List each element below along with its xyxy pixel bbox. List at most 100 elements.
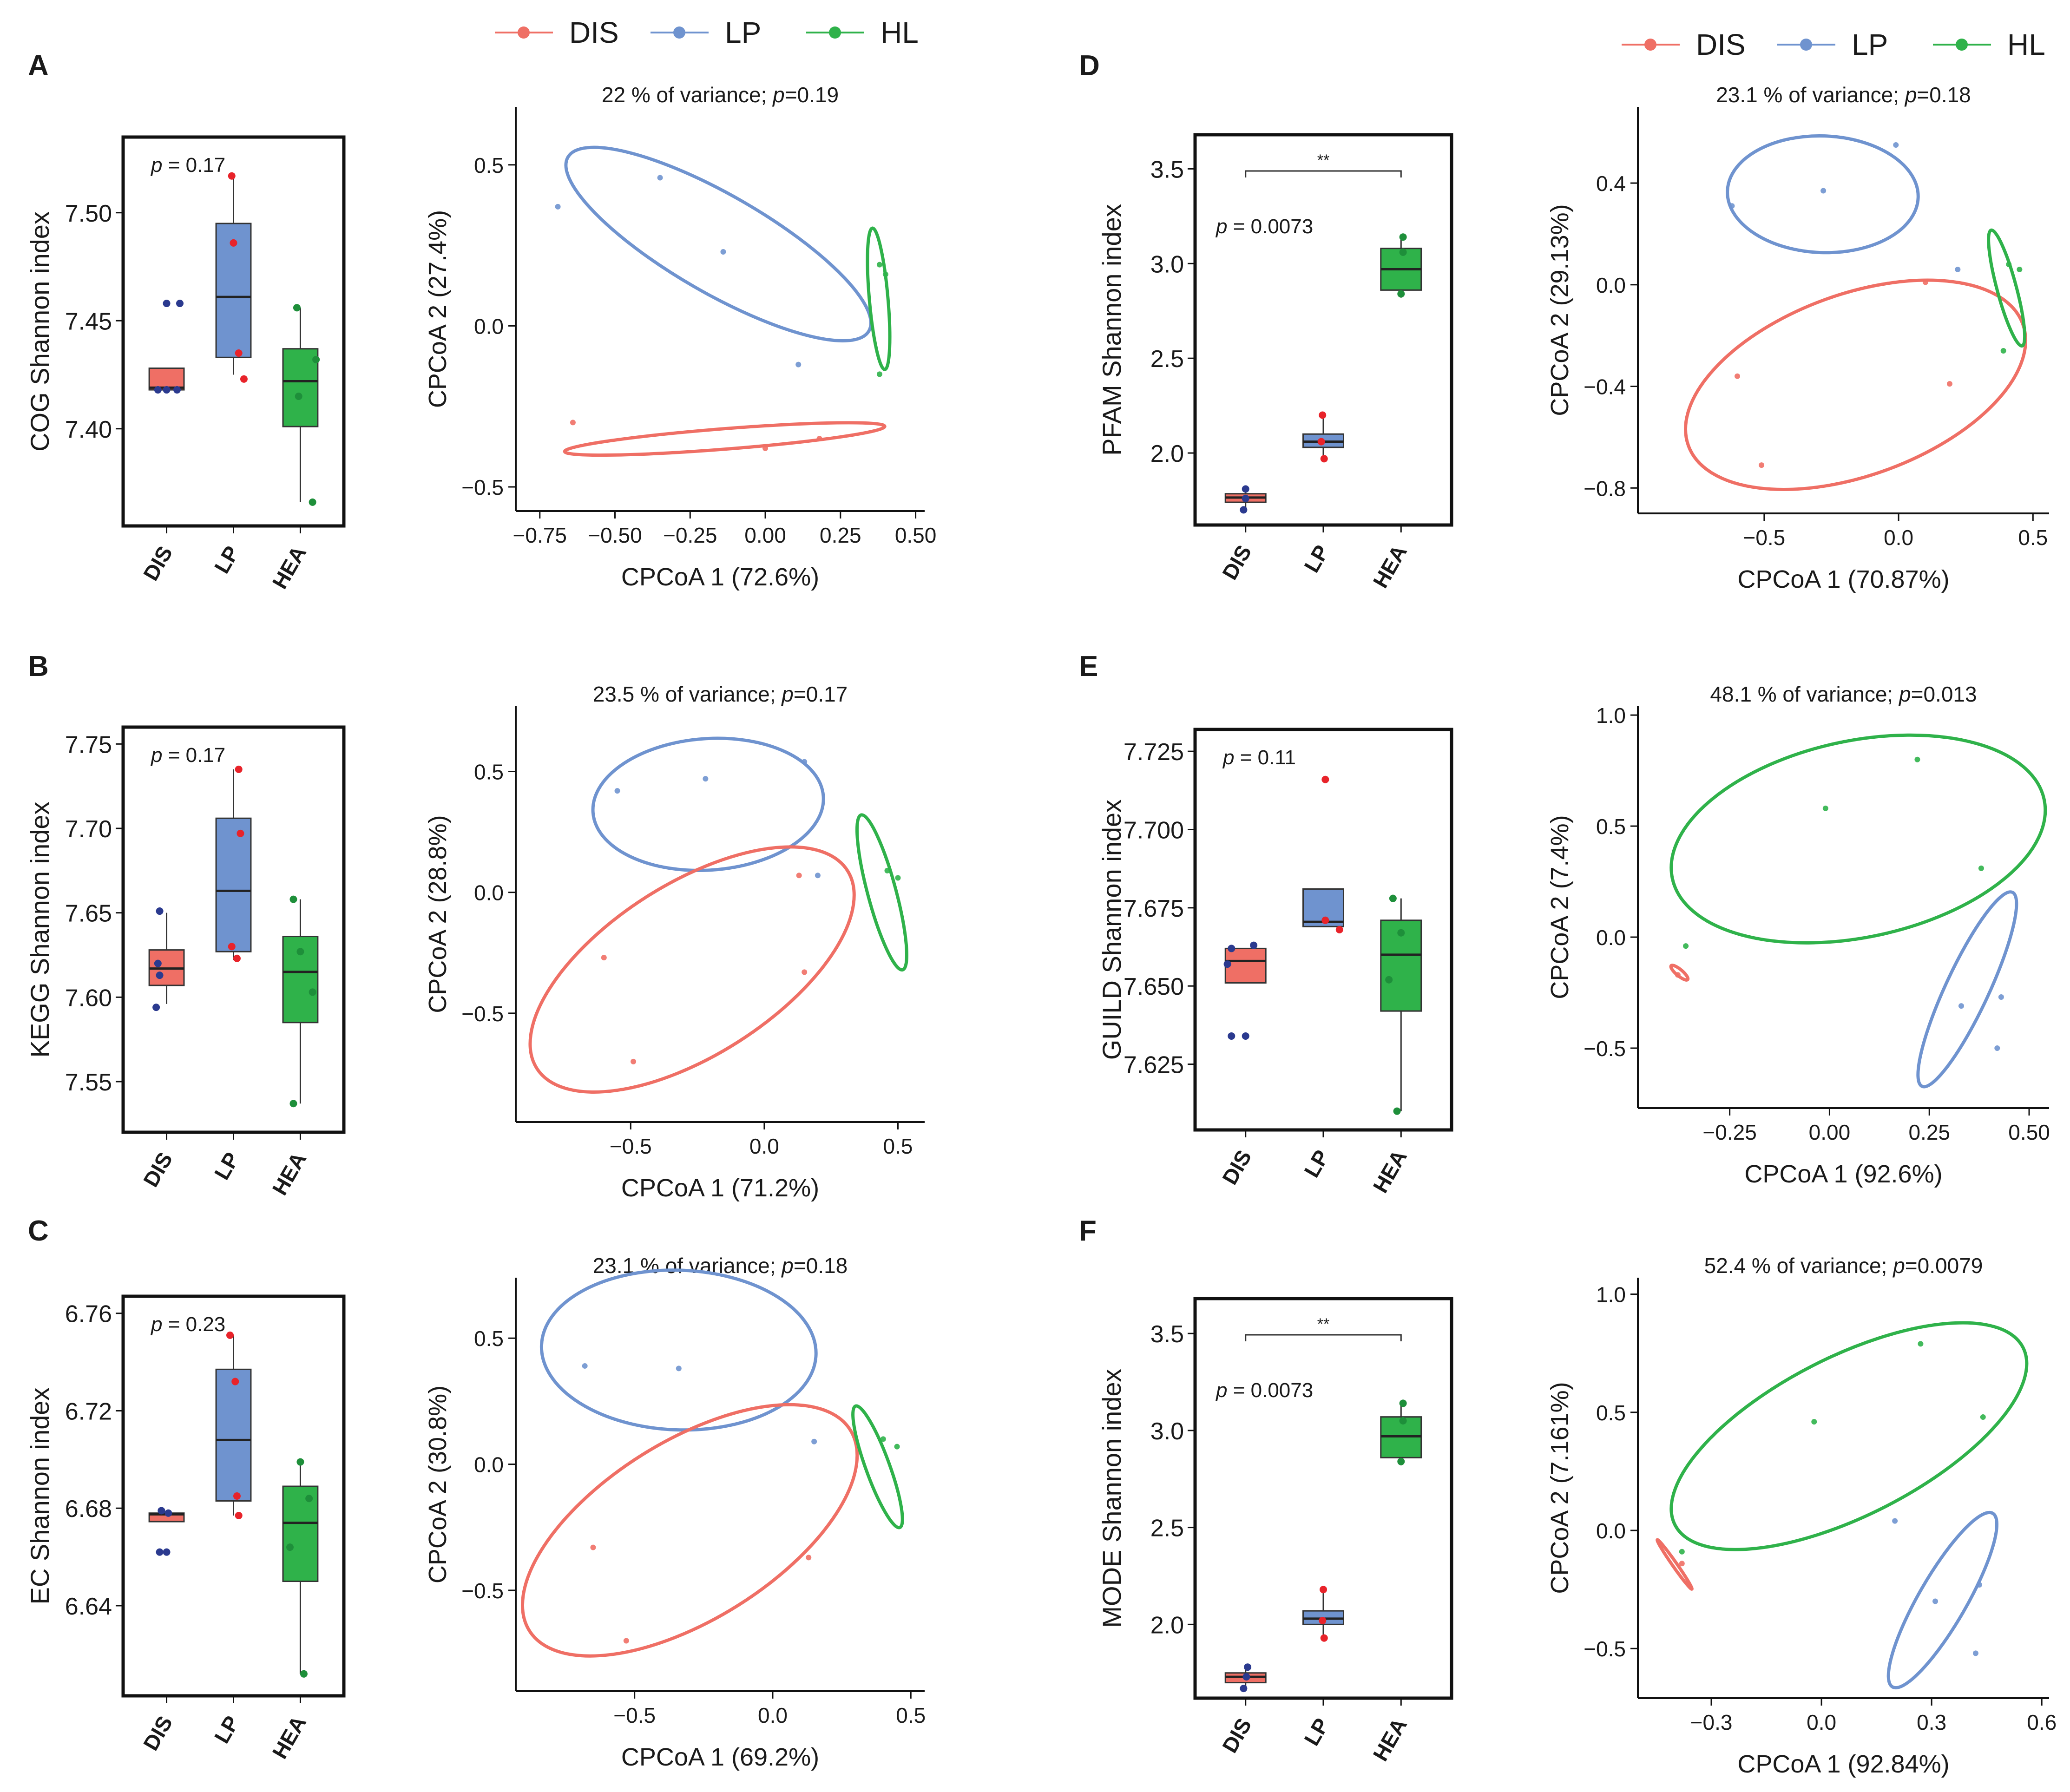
data-point bbox=[1242, 1673, 1250, 1681]
data-point bbox=[173, 386, 181, 394]
legend-marker-hl bbox=[829, 26, 841, 39]
significance-bracket bbox=[1245, 1334, 1402, 1341]
x-tick-label: 0.0 bbox=[758, 1703, 788, 1727]
sample-point-dis bbox=[570, 420, 576, 426]
p-value-annotation: p = 0.11 bbox=[1222, 746, 1296, 769]
y-axis-label: COG Shannon index bbox=[25, 211, 54, 452]
data-point bbox=[154, 959, 162, 967]
x-tick-label: −0.3 bbox=[1690, 1710, 1733, 1734]
sample-point-hl bbox=[880, 1436, 886, 1442]
sample-point-hl bbox=[876, 262, 882, 268]
confidence-ellipse-hl bbox=[1669, 733, 2047, 945]
plot-title: 48.1 % of variance; p=0.013 bbox=[1710, 682, 1977, 706]
sample-point-dis bbox=[631, 1058, 637, 1064]
legend-label-hl: HL bbox=[2007, 28, 2045, 61]
sample-point-hl bbox=[1978, 865, 1984, 871]
sample-point-lp bbox=[555, 203, 561, 210]
legend-marker-lp bbox=[673, 26, 685, 39]
x-tick-label: −0.5 bbox=[613, 1703, 656, 1727]
data-point bbox=[312, 355, 320, 363]
data-point bbox=[1397, 1457, 1405, 1465]
confidence-ellipse-lp bbox=[1916, 890, 2018, 1089]
x-tick-label: 0.5 bbox=[883, 1134, 913, 1158]
panel-label-f: F bbox=[1079, 1215, 1097, 1247]
sample-point-lp bbox=[1958, 1003, 1964, 1009]
data-point bbox=[309, 498, 316, 506]
confidence-ellipse-lp bbox=[539, 1268, 818, 1432]
sample-point-hl bbox=[1980, 1414, 1986, 1420]
legend-marker-dis bbox=[518, 26, 530, 39]
y-tick-label: 7.675 bbox=[1124, 895, 1184, 922]
data-point bbox=[235, 349, 243, 357]
data-point bbox=[289, 895, 297, 903]
plot-title: 22 % of variance; p=0.19 bbox=[602, 83, 839, 107]
data-point bbox=[1399, 248, 1407, 256]
confidence-ellipse-lp bbox=[564, 145, 873, 342]
sample-point-lp bbox=[1892, 1518, 1898, 1524]
y-axis-label: CPCoA 2 (28.8%) bbox=[424, 815, 452, 1013]
box-hea bbox=[282, 348, 319, 427]
p-value-annotation: p = 0.0073 bbox=[1215, 215, 1313, 238]
sample-point-lp bbox=[1976, 1582, 1982, 1588]
data-point bbox=[1389, 894, 1397, 902]
y-tick-label: 1.0 bbox=[1596, 1283, 1626, 1307]
sample-point-hl bbox=[895, 875, 901, 881]
sample-point-lp bbox=[1994, 1045, 2000, 1051]
data-point bbox=[1397, 929, 1405, 937]
data-point bbox=[1399, 1399, 1407, 1407]
y-tick-label: 0.5 bbox=[474, 1326, 504, 1351]
data-point bbox=[296, 948, 304, 956]
y-tick-label: 0.5 bbox=[474, 760, 504, 784]
y-tick-label: 2.0 bbox=[1150, 440, 1184, 467]
legend-label-dis: DIS bbox=[1696, 28, 1746, 61]
x-axis-label: CPCoA 1 (71.2%) bbox=[621, 1174, 819, 1202]
sample-point-hl bbox=[884, 867, 890, 873]
confidence-ellipse-hl bbox=[866, 226, 892, 371]
y-axis-label: CPCoA 2 (27.4%) bbox=[424, 210, 452, 408]
legend-marker-hl bbox=[1956, 39, 1968, 51]
confidence-ellipse-lp bbox=[1726, 134, 1920, 255]
sample-point-dis bbox=[1759, 462, 1765, 468]
y-axis-label: CPCoA 2 (7.4%) bbox=[1546, 815, 1574, 999]
y-tick-label: 7.75 bbox=[65, 731, 112, 758]
data-point bbox=[1399, 233, 1407, 241]
data-point bbox=[295, 393, 302, 400]
sample-point-dis bbox=[1679, 1561, 1685, 1567]
x-axis-label: CPCoA 1 (69.2%) bbox=[621, 1743, 819, 1771]
legend-marker-dis bbox=[1644, 39, 1656, 51]
sample-point-hl bbox=[1679, 1549, 1685, 1555]
sample-point-dis bbox=[590, 1544, 596, 1550]
sample-point-dis bbox=[802, 969, 808, 975]
plot-title: 52.4 % of variance; p=0.0079 bbox=[1704, 1254, 1983, 1278]
data-point bbox=[1242, 1032, 1249, 1040]
y-axis-label: CPCoA 2 (7.161%) bbox=[1546, 1382, 1574, 1594]
plot-title: 23.1 % of variance; p=0.18 bbox=[1716, 83, 1971, 107]
data-point bbox=[1244, 1663, 1252, 1671]
sample-point-lp bbox=[720, 249, 726, 255]
y-tick-label: −0.8 bbox=[1584, 476, 1626, 500]
confidence-ellipse-dis bbox=[528, 845, 856, 1094]
sample-point-hl bbox=[894, 1444, 900, 1450]
data-point bbox=[1399, 1417, 1407, 1425]
x-tick-label: 0.5 bbox=[896, 1703, 926, 1727]
legend-label-lp: LP bbox=[1852, 28, 1888, 61]
y-tick-label: −0.5 bbox=[1584, 1637, 1626, 1661]
y-tick-label: 6.72 bbox=[65, 1398, 112, 1425]
sample-point-lp bbox=[1998, 994, 2004, 1000]
sample-point-hl bbox=[1822, 805, 1828, 811]
x-axis-label: CPCoA 1 (72.6%) bbox=[621, 563, 819, 591]
sample-point-lp bbox=[657, 175, 663, 181]
y-tick-label: 7.45 bbox=[65, 308, 112, 335]
x-tick-label: −0.25 bbox=[1702, 1120, 1756, 1144]
data-point bbox=[156, 907, 164, 915]
sample-point-dis bbox=[762, 445, 769, 451]
sample-point-hl bbox=[882, 271, 888, 277]
y-tick-label: 7.70 bbox=[65, 816, 112, 843]
box-lp bbox=[215, 817, 252, 952]
significance-stars: ** bbox=[1317, 151, 1329, 169]
data-point bbox=[233, 1492, 241, 1500]
plot-title: 23.5 % of variance; p=0.17 bbox=[593, 682, 848, 706]
p-value-annotation: p = 0.23 bbox=[150, 1313, 225, 1336]
data-point bbox=[228, 172, 236, 180]
